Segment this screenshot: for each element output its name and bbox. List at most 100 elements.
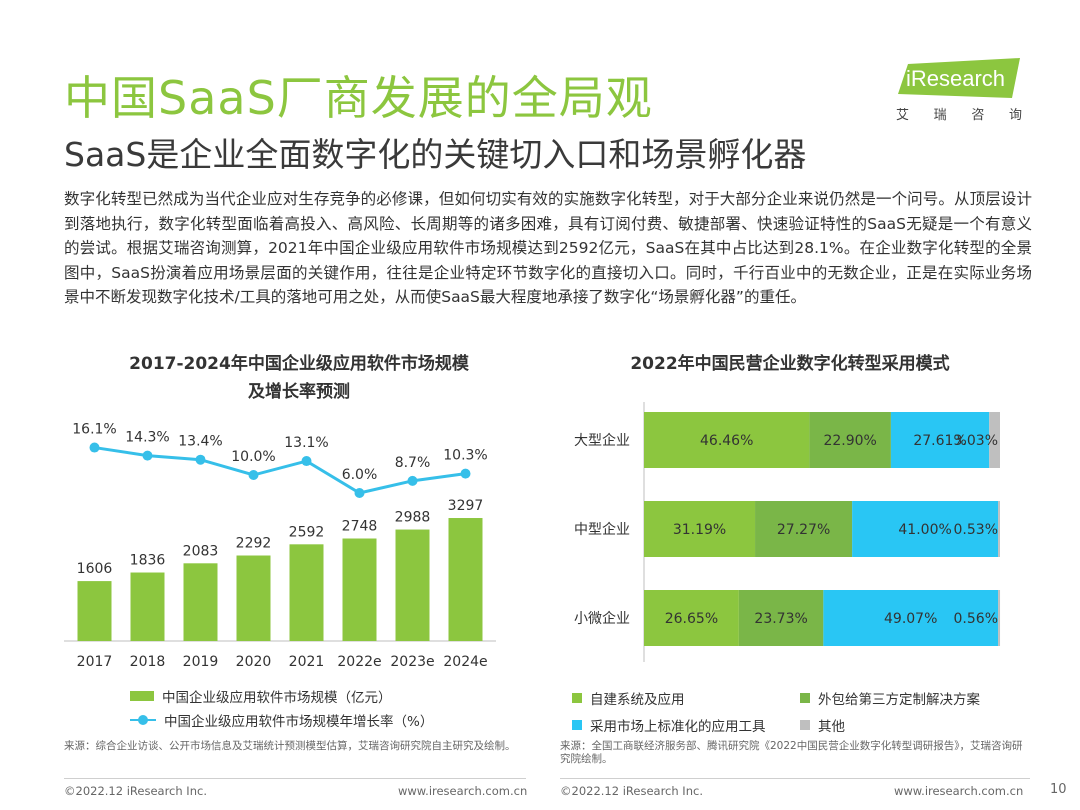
y-category-label: 中型企业 [574,521,630,538]
growth-rate-line [94,446,466,495]
segment-value-label: 49.07% [884,611,937,627]
left-chart-title-line: 及增长率预测 [248,382,350,402]
growth-rate-point [460,468,471,479]
segment-value-label: 27.27% [777,522,830,538]
x-tick-label: 2017 [77,654,113,670]
footer-url-left: www.iresearch.com.cn [398,784,528,798]
segment-value-label: 22.90% [823,433,876,449]
segment-value-label: 27.61% [913,433,966,449]
footer-copyright-left: ©2022.12 iResearch Inc. [64,784,207,798]
growth-rate-label: 8.7% [395,455,431,471]
page-number: 10 [1050,782,1067,797]
bar-value-label: 2292 [236,536,272,552]
growth-rate-label: 14.3% [125,430,169,446]
logo-sub-char: 艾 [896,108,910,123]
legend-label: 自建系统及应用 [590,692,685,708]
logo-wordmark: iResearch [906,66,1006,91]
bar [183,563,218,641]
logo-sub-char: 询 [1008,108,1022,123]
legend-item-line: 中国企业级应用软件市场规模年增长率（%） [130,710,433,730]
bar-value-label: 2988 [395,510,431,526]
footer-divider-left [64,778,526,779]
legend-label: 外包给第三方定制解决方案 [818,692,980,708]
growth-rate-label: 10.0% [231,449,275,465]
segment-value-label: 0.56% [954,611,998,627]
body-paragraph: 数字化转型已然成为当代企业应对生存竞争的必修课，但如何切实有效的实施数字化转型，… [64,190,1032,306]
x-tick-label: 2020 [236,654,272,670]
stacked-bar-segment [852,501,999,557]
segment-value-label: 41.00% [898,522,951,538]
stacked-bar-segment [998,590,1001,646]
bar-value-label: 2083 [183,543,219,559]
stacked-bar-segment [890,412,990,468]
segment-value-label: 31.19% [673,522,726,538]
stacked-bar-segment [809,412,891,468]
x-tick-label: 2024e [443,654,487,670]
growth-rate-point [301,456,312,467]
y-category-label: 大型企业 [574,432,630,449]
legend-item-bar: 中国企业级应用软件市场规模（亿元） [130,686,392,706]
legend-swatch [800,693,810,703]
right-chart-title: 2022年中国民营企业数字化转型采用模式 [630,354,950,374]
stacked-bar-segment [738,590,824,646]
logo-sub-char: 咨 [971,108,985,123]
bar-value-label: 2748 [342,518,378,534]
footer-copyright-right: ©2022.12 iResearch Inc. [560,784,703,798]
left-chart-title: 2017-2024年中国企业级应用软件市场规模 及增长率预测 [64,350,534,406]
bar [77,581,112,641]
bar [342,538,377,641]
left-source-note: 来源：综合企业访谈、公开市场信息及艾瑞统计预测模型估算，艾瑞咨询研究院自主研究及… [64,740,516,752]
stacked-bar-segment [823,590,999,646]
stacked-bar-segment [989,412,1000,468]
stacked-bar-segment [644,412,810,468]
right-source-note: 来源：全国工商联经济服务部、腾讯研究院《2022中国民营企业数字化转型调研报告》… [560,740,1023,765]
legend-item-standard-tools: 采用市场上标准化的应用工具 [572,715,766,735]
legend-item-outsourced: 外包给第三方定制解决方案 [800,688,980,708]
footer-divider-right [560,778,1030,779]
growth-rate-label: 16.1% [72,422,116,438]
stacked-bar-segment [755,501,853,557]
segment-value-label: 3.03% [954,433,998,449]
market-size-chart: 1606 2017 1836 2018 2083 2019 2292 2020 2592 2021… [64,422,496,670]
iresearch-logo: iResearch 艾 瑞 咨 询 [894,58,1024,123]
legend-label: 中国企业级应用软件市场规模年增长率（%） [164,714,434,730]
stacked-bar-segment [644,501,756,557]
adoption-mode-chart: 大型企业 46.46% 22.90% 27.61%3.03% 中型企业 31.19% 27.… [574,402,1001,662]
footer-url-right: www.iresearch.com.cn [894,784,1024,798]
bar [448,518,483,641]
bar-value-label: 3297 [448,498,484,514]
logo-sub-char: 瑞 [933,108,947,123]
growth-rate-label: 13.1% [284,435,328,451]
segment-value-label: 23.73% [754,611,807,627]
bar-value-label: 1836 [130,553,166,569]
legend-swatch [800,720,810,730]
logo-badge-shape [898,58,1020,98]
x-tick-label: 2018 [130,654,166,670]
growth-rate-point [142,450,153,461]
legend-label: 中国企业级应用软件市场规模（亿元） [162,690,392,706]
legend-item-self-built: 自建系统及应用 [572,688,685,708]
growth-rate-label: 6.0% [342,467,378,483]
bar [130,572,165,641]
stacked-bar-segment [644,590,739,646]
growth-rate-point [195,454,206,465]
x-tick-label: 2019 [183,654,219,670]
bar-value-label: 1606 [77,561,113,577]
bar-value-label: 2592 [289,524,325,540]
legend-swatch-line [130,715,156,725]
page-subtitle: SaaS是企业全面数字化的关键切入口和场景孵化器 [64,135,807,174]
x-tick-label: 2022e [337,654,381,670]
stacked-bar-segment [998,501,1000,557]
legend-label: 采用市场上标准化的应用工具 [590,719,766,735]
growth-rate-point [407,475,418,486]
segment-value-label: 0.53% [954,522,998,538]
legend-swatch [572,720,582,730]
segment-value-label: 46.46% [700,433,753,449]
growth-rate-label: 10.3% [443,448,487,464]
legend-swatch [572,693,582,703]
growth-rate-label: 13.4% [178,434,222,450]
bar [236,555,271,641]
legend-swatch-bar [130,691,154,701]
logo-subtitle: 艾 瑞 咨 询 [896,104,1022,123]
bar [395,529,430,641]
